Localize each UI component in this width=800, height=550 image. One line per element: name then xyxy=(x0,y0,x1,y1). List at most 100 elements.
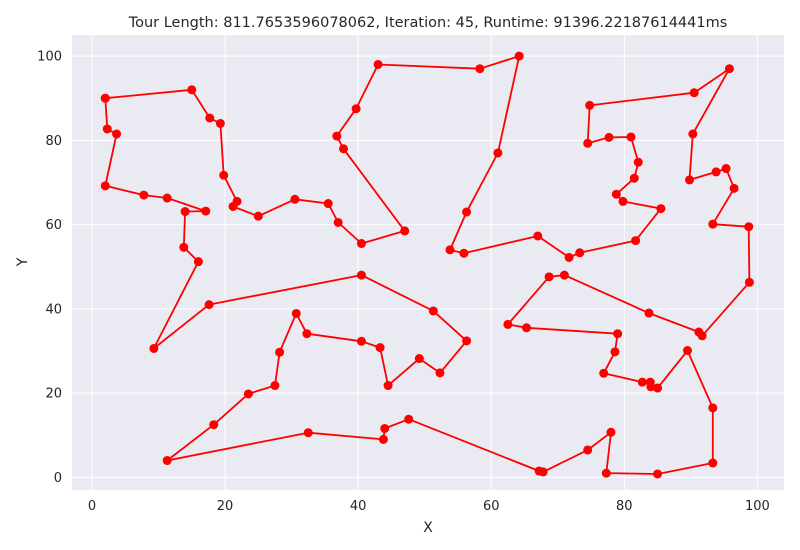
city-point xyxy=(613,329,623,339)
x-tick-label: 60 xyxy=(483,499,500,514)
city-point xyxy=(629,173,639,183)
city-point xyxy=(475,64,485,74)
city-point xyxy=(303,428,313,438)
city-point xyxy=(215,118,225,128)
city-point xyxy=(610,347,620,357)
city-point xyxy=(689,88,699,98)
city-point xyxy=(462,207,472,217)
city-point xyxy=(338,144,348,154)
city-point xyxy=(219,170,229,180)
city-point xyxy=(459,248,469,258)
city-point xyxy=(383,381,393,391)
chart-title: Tour Length: 811.7653596078062, Iteratio… xyxy=(128,15,728,31)
city-point xyxy=(744,222,754,232)
y-tick-labels: 0 20 40 60 80 100 xyxy=(37,50,62,486)
city-point xyxy=(708,219,718,229)
y-tick-label: 40 xyxy=(45,302,62,317)
city-point xyxy=(585,100,595,110)
city-point xyxy=(201,206,211,216)
city-point xyxy=(445,245,455,255)
city-point xyxy=(375,343,385,353)
city-point xyxy=(544,272,554,282)
city-point xyxy=(708,403,718,413)
city-point xyxy=(633,157,643,167)
city-point xyxy=(428,306,438,316)
city-point xyxy=(601,468,611,478)
x-axis-label: X xyxy=(423,520,433,536)
city-point xyxy=(533,231,543,241)
city-point xyxy=(414,354,424,364)
city-point xyxy=(351,104,361,114)
city-point xyxy=(356,270,366,280)
city-point xyxy=(744,277,754,287)
city-point xyxy=(162,456,172,466)
city-point xyxy=(708,458,718,468)
city-point xyxy=(100,93,110,103)
city-point xyxy=(521,323,531,333)
city-point xyxy=(503,319,513,329)
x-tick-label: 80 xyxy=(616,499,633,514)
city-point xyxy=(653,469,663,479)
city-point xyxy=(688,129,698,139)
tour-series xyxy=(100,51,754,479)
city-point xyxy=(646,382,656,392)
city-point xyxy=(149,343,159,353)
city-point xyxy=(100,181,110,191)
city-point xyxy=(356,336,366,346)
city-point xyxy=(373,59,383,69)
city-point xyxy=(534,466,544,476)
y-tick-label: 80 xyxy=(45,134,62,149)
y-tick-label: 0 xyxy=(54,471,62,486)
city-point xyxy=(139,190,149,200)
y-tick-label: 60 xyxy=(45,218,62,233)
x-tick-label: 20 xyxy=(217,499,234,514)
city-point xyxy=(209,420,219,430)
city-point xyxy=(685,175,695,185)
city-point xyxy=(333,217,343,227)
city-point xyxy=(102,124,112,134)
city-point xyxy=(606,427,616,437)
x-tick-label: 100 xyxy=(745,499,770,514)
city-point xyxy=(112,129,122,139)
city-point xyxy=(404,414,414,424)
y-tick-label: 20 xyxy=(45,387,62,402)
city-point xyxy=(180,207,190,217)
city-point xyxy=(193,257,203,267)
city-point xyxy=(162,193,172,203)
city-point xyxy=(653,383,663,393)
city-point xyxy=(626,132,636,142)
city-point xyxy=(724,64,734,74)
city-point xyxy=(604,132,614,142)
city-point xyxy=(583,138,593,148)
city-point xyxy=(721,164,731,174)
city-point xyxy=(179,242,189,252)
city-point xyxy=(599,368,609,378)
city-point xyxy=(291,308,301,318)
city-point xyxy=(205,113,215,123)
city-point xyxy=(332,131,342,141)
x-tick-label: 0 xyxy=(88,499,96,514)
city-point xyxy=(694,327,704,337)
plot-background xyxy=(72,35,784,490)
city-point xyxy=(493,148,503,158)
city-point xyxy=(462,336,472,346)
city-point xyxy=(583,445,593,455)
city-point xyxy=(228,201,238,211)
city-point xyxy=(631,236,641,246)
city-point xyxy=(575,248,585,258)
city-point xyxy=(564,252,574,262)
y-tick-label: 100 xyxy=(37,50,62,65)
city-point xyxy=(711,167,721,177)
city-point xyxy=(290,194,300,204)
city-point xyxy=(559,270,569,280)
city-point xyxy=(275,347,285,357)
city-point xyxy=(644,308,654,318)
city-point xyxy=(378,434,388,444)
city-point xyxy=(253,211,263,221)
city-point xyxy=(656,204,666,214)
city-point xyxy=(356,239,366,249)
city-point xyxy=(683,346,693,356)
city-point xyxy=(435,368,445,378)
y-axis-label: Y xyxy=(15,257,31,267)
